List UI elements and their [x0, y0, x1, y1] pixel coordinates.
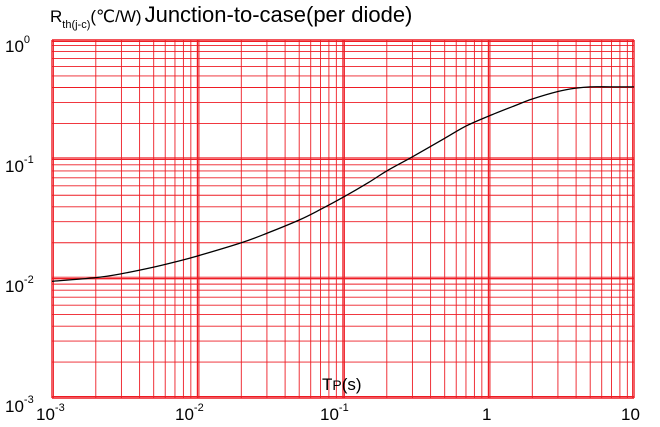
- xlabel: TP(s): [322, 375, 362, 394]
- ylabel-symbol: R: [50, 7, 62, 26]
- xlabel-subscript: P: [332, 377, 341, 393]
- x-tick-label: 10-3: [36, 402, 65, 424]
- xlabel-symbol: T: [322, 375, 332, 394]
- grid: [51, 39, 635, 399]
- y-tick-label: 100: [5, 34, 30, 56]
- chart-title: Junction-to-case(per diode): [145, 2, 413, 27]
- xlabel-unit: (s): [342, 375, 362, 394]
- y-tick-label: 10-2: [5, 274, 34, 296]
- curve-layer: [51, 86, 634, 282]
- x-tick-label: 10-2: [175, 402, 204, 424]
- x-tick-label: 1: [482, 405, 491, 424]
- series-line: [51, 86, 634, 282]
- y-tick-label: 10-3: [5, 394, 34, 416]
- ylabel-subscript: th(j-c): [62, 19, 90, 31]
- x-tick-label: 10: [621, 405, 640, 424]
- ylabel-unit: (℃/W): [90, 7, 141, 26]
- y-tick-label: 10-1: [5, 154, 34, 176]
- chart-title-line: Rth(j-c)(℃/W) Junction-to-case(per diode): [50, 2, 412, 31]
- x-tick-label: 10-1: [320, 402, 349, 424]
